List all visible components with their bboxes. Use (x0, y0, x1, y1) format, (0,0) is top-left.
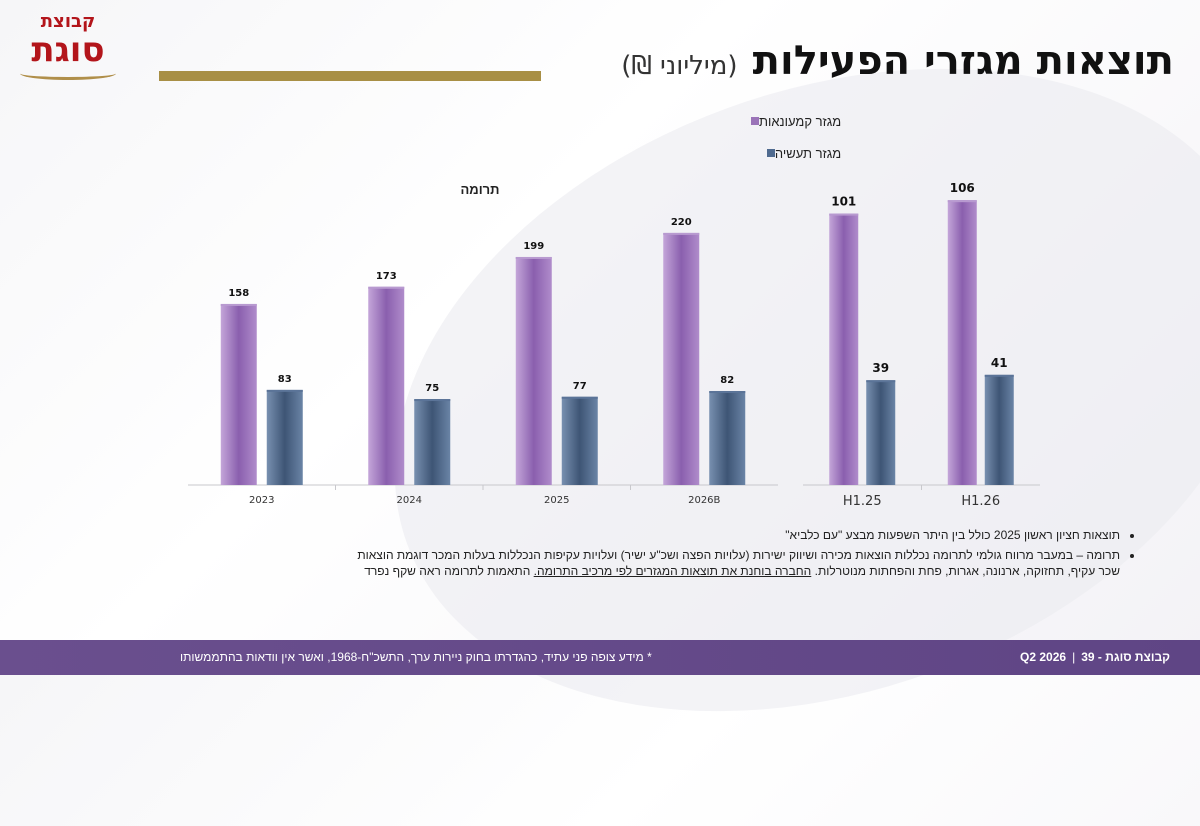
half-value-label: 41 (991, 356, 1008, 370)
annual-bar-industry-2024 (414, 399, 451, 485)
annual-bar-retail-2025 (515, 256, 552, 485)
annual-value-label: 75 (425, 383, 439, 394)
legend-item-industry: מגזר תעשיה (745, 144, 841, 162)
annual-value-label: 77 (573, 381, 587, 392)
annual-contribution-chart: 158 83 2023 173 75 2024 199 77 2025 220 82 2026B (188, 217, 778, 506)
half-bar-cap (866, 380, 896, 383)
half-category-label: H1.26 (961, 494, 1000, 509)
annual-bar-retail-2023 (220, 303, 257, 485)
chart-legend: מגזר קמעונאות מגזר תעשיה (745, 112, 841, 176)
bullet-1: תוצאות חציון ראשון 2025 כולל בין היתר הש… (338, 527, 1120, 543)
annual-bar-retail-2026B (663, 232, 700, 485)
title-accent-bar (159, 71, 541, 81)
annual-category-label: 2025 (544, 495, 569, 506)
annual-bar-industry-2025 (561, 396, 598, 485)
annual-bar-cap (220, 303, 257, 306)
half-value-label: 101 (831, 195, 856, 209)
logo-line-2: סוגת (31, 30, 105, 70)
half-bar-industry-H1.25 (866, 380, 896, 485)
page-number: 39 (1081, 650, 1095, 664)
page-title-unit: (מיליוני ₪) (621, 51, 738, 81)
legend-label-industry: מגזר תעשיה (774, 145, 842, 161)
footer-page-info: קבוצת סוגת - Q2 2026| 39 (1020, 650, 1170, 664)
half-value-label: 106 (950, 181, 975, 195)
logo-line-1: קבוצת (40, 11, 96, 32)
annual-value-label: 220 (671, 217, 692, 228)
annual-value-label: 83 (278, 374, 292, 385)
charts-canvas: תרומה 158 83 2023 173 75 2024 199 77 2025 220 82 20… (188, 181, 1040, 509)
contribution-chart-title: תרומה (461, 182, 500, 197)
annual-bar-cap (266, 389, 303, 392)
annual-bar-cap (709, 391, 746, 394)
annual-value-label: 199 (523, 241, 544, 252)
annual-value-label: 158 (228, 288, 249, 299)
annual-bar-cap (414, 399, 451, 402)
annual-bar-cap (561, 396, 598, 399)
footer-separator: | (1072, 650, 1076, 664)
half-value-label: 39 (872, 361, 889, 375)
half-year-chart: 101 39 H1.25 106 41 H1.26 (803, 181, 1040, 509)
half-bar-retail-H1.26 (947, 200, 977, 485)
annual-bar-cap (515, 256, 552, 259)
bullet-2-text: תרומה – במעבר מרווח גולמי לתרומה נכללות … (357, 548, 1120, 578)
company-logo: קבוצת סוגת (16, 12, 120, 82)
bullet-2-tail: התאמות לתרומה ראה שקף נפרד (364, 564, 531, 578)
footer-bar: * מידע צופה פני עתיד, כהגדרתו בחוק ניירו… (0, 640, 1200, 675)
bullet-2: תרומה – במעבר מרווח גולמי לתרומה נכללות … (338, 547, 1120, 579)
half-bar-industry-H1.26 (984, 374, 1014, 485)
half-bar-retail-H1.25 (829, 213, 859, 486)
half-bar-cap (947, 200, 977, 203)
footer-disclaimer: * מידע צופה פני עתיד, כהגדרתו בחוק ניירו… (180, 650, 652, 664)
page-title: תוצאות מגזרי הפעילות (מיליוני ₪) (621, 38, 1174, 84)
annual-bar-industry-2026B (709, 391, 746, 485)
legend-item-retail: מגזר קמעונאות (745, 112, 841, 130)
annual-category-label: 2023 (249, 495, 274, 506)
annual-bar-retail-2024 (368, 286, 405, 485)
page-title-text: תוצאות מגזרי הפעילות (752, 38, 1174, 84)
legend-swatch-industry (766, 149, 775, 157)
half-bar-cap (984, 374, 1014, 377)
annual-category-label: 2024 (397, 495, 422, 506)
annual-bar-cap (368, 286, 405, 289)
annual-value-label: 173 (376, 271, 397, 282)
annual-bar-industry-2023 (266, 389, 303, 485)
bullet-2-underlined: החברה בוחנת את תוצאות המגזרים לפי מרכיב … (533, 564, 812, 578)
annual-value-label: 82 (720, 375, 734, 386)
annual-bar-cap (663, 232, 700, 235)
logo-swoop (20, 67, 116, 80)
half-bar-cap (829, 213, 859, 216)
footer-company-period: קבוצת סוגת - Q2 2026 (1020, 650, 1170, 664)
footnote-bullets: תוצאות חציון ראשון 2025 כולל בין היתר הש… (338, 527, 1138, 583)
annual-category-label: 2026B (688, 495, 720, 506)
legend-label-retail: מגזר קמעונאות (759, 113, 842, 129)
legend-swatch-retail (751, 117, 759, 125)
half-category-label: H1.25 (843, 494, 882, 509)
